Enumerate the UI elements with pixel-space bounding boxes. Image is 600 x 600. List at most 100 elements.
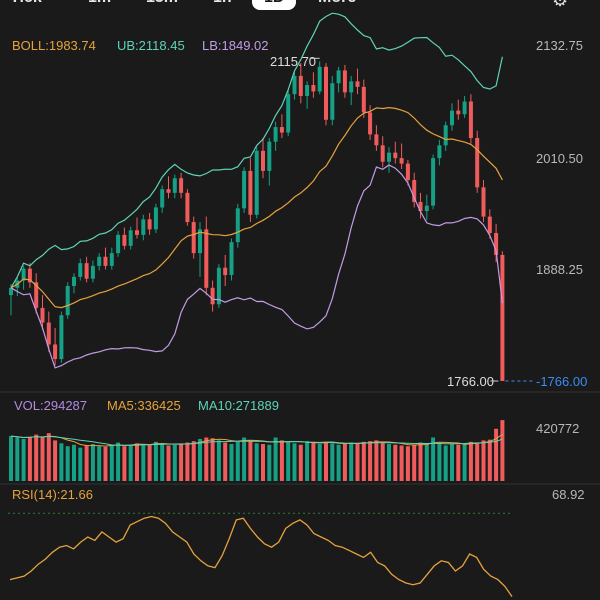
candle-body <box>336 70 341 84</box>
volume-bar <box>481 440 486 481</box>
candle-body <box>456 110 461 115</box>
ma10-legend: MA10:271889 <box>198 398 279 413</box>
candle-body <box>279 127 284 133</box>
candle-body <box>84 263 89 279</box>
candle-body <box>223 267 228 276</box>
tab-tick[interactable]: Tick <box>10 0 42 10</box>
ma5-legend: MA5:336425 <box>107 398 181 413</box>
volume-bar <box>185 442 190 481</box>
vol-ma10-line <box>10 435 503 447</box>
candle-body <box>147 219 152 230</box>
volume-bar <box>261 444 265 481</box>
volume-bar <box>286 441 291 481</box>
candle-body <box>311 85 316 92</box>
last-price-label: -1766.00 <box>536 374 588 389</box>
price-tick-top: 2132.75 <box>536 38 583 53</box>
candle-body <box>500 254 505 381</box>
volume-bar <box>216 440 221 481</box>
tab-15m[interactable]: 15m <box>146 0 178 10</box>
boll-lower-line <box>10 164 503 369</box>
volume-bar <box>166 445 171 481</box>
candle-body <box>355 81 360 87</box>
volume-bar <box>273 437 278 481</box>
candle-body <box>349 81 354 93</box>
volume-bar <box>97 446 102 481</box>
candle-body <box>481 187 486 217</box>
volume-bar <box>27 436 32 481</box>
volume-bar <box>160 443 165 481</box>
candle-body <box>324 66 328 120</box>
volume-bar <box>456 444 461 481</box>
volume-bar <box>462 443 467 481</box>
candle-body <box>128 230 133 246</box>
candle-body <box>361 86 366 113</box>
vol-tick: 420772 <box>536 421 580 436</box>
candle-body <box>374 134 379 146</box>
candle-body <box>90 265 95 279</box>
candle-body <box>254 150 259 215</box>
volume-bar <box>412 444 417 481</box>
volume-bar <box>317 444 322 481</box>
candle-body <box>286 94 291 133</box>
volume-bar <box>248 440 253 481</box>
rsi-line <box>9 515 513 597</box>
volume-bar <box>393 444 398 481</box>
candle-body <box>330 83 335 120</box>
candle-body <box>412 180 417 202</box>
candle-body <box>248 170 253 215</box>
boll-upper-line <box>10 12 503 289</box>
candle-body <box>9 287 13 296</box>
volume-bar <box>342 444 347 481</box>
tab-more[interactable]: More <box>318 0 356 10</box>
volume-bar <box>141 444 146 481</box>
volume-bar <box>267 444 272 481</box>
ub-legend: UB:2118.45 <box>117 38 185 53</box>
candle-body <box>292 75 297 95</box>
tab-1h[interactable]: 1h <box>213 0 232 10</box>
candle-body <box>494 233 499 255</box>
volume-bar <box>330 443 335 481</box>
volume-bar <box>305 441 310 481</box>
candle-body <box>185 192 190 223</box>
volume-bar <box>122 446 127 481</box>
candle-body <box>135 230 139 235</box>
candle-body <box>393 152 398 159</box>
candle-body <box>27 268 32 283</box>
candle-body <box>97 256 102 266</box>
volume-bar <box>53 440 58 481</box>
volume-bar <box>424 443 429 481</box>
candle-body <box>179 178 184 193</box>
candle-body <box>368 112 373 135</box>
candle-body <box>298 75 303 97</box>
volume-bar <box>405 446 410 481</box>
low-marker-label: 1766.00 <box>447 374 494 389</box>
volume-bar <box>65 446 70 481</box>
candle-body <box>242 170 247 209</box>
candle-body <box>21 268 26 281</box>
volume-bar <box>210 438 215 481</box>
candle-body <box>122 234 127 246</box>
candle-body <box>399 158 404 164</box>
candle-body <box>450 110 454 126</box>
candle-body <box>191 222 196 254</box>
volume-bar <box>380 442 385 481</box>
volume-bar <box>500 420 505 481</box>
gear-icon[interactable]: ⚙ <box>552 0 569 10</box>
candle-body <box>65 286 70 316</box>
candle-body <box>342 70 347 93</box>
tab-1d[interactable]: 1D <box>252 0 297 10</box>
volume-bar <box>443 445 448 481</box>
candle-body <box>116 234 121 254</box>
candle-body <box>317 66 322 92</box>
candle-body <box>267 141 272 171</box>
candle-body <box>475 138 480 188</box>
tab-1m[interactable]: 1m <box>88 0 111 10</box>
candle-body <box>261 150 265 171</box>
candle-body <box>204 229 209 288</box>
volume-bar <box>298 444 303 481</box>
volume-bar <box>191 441 196 481</box>
price-tick-mid: 2010.50 <box>536 151 583 166</box>
volume-bar <box>90 444 95 481</box>
candle-body <box>424 205 429 212</box>
